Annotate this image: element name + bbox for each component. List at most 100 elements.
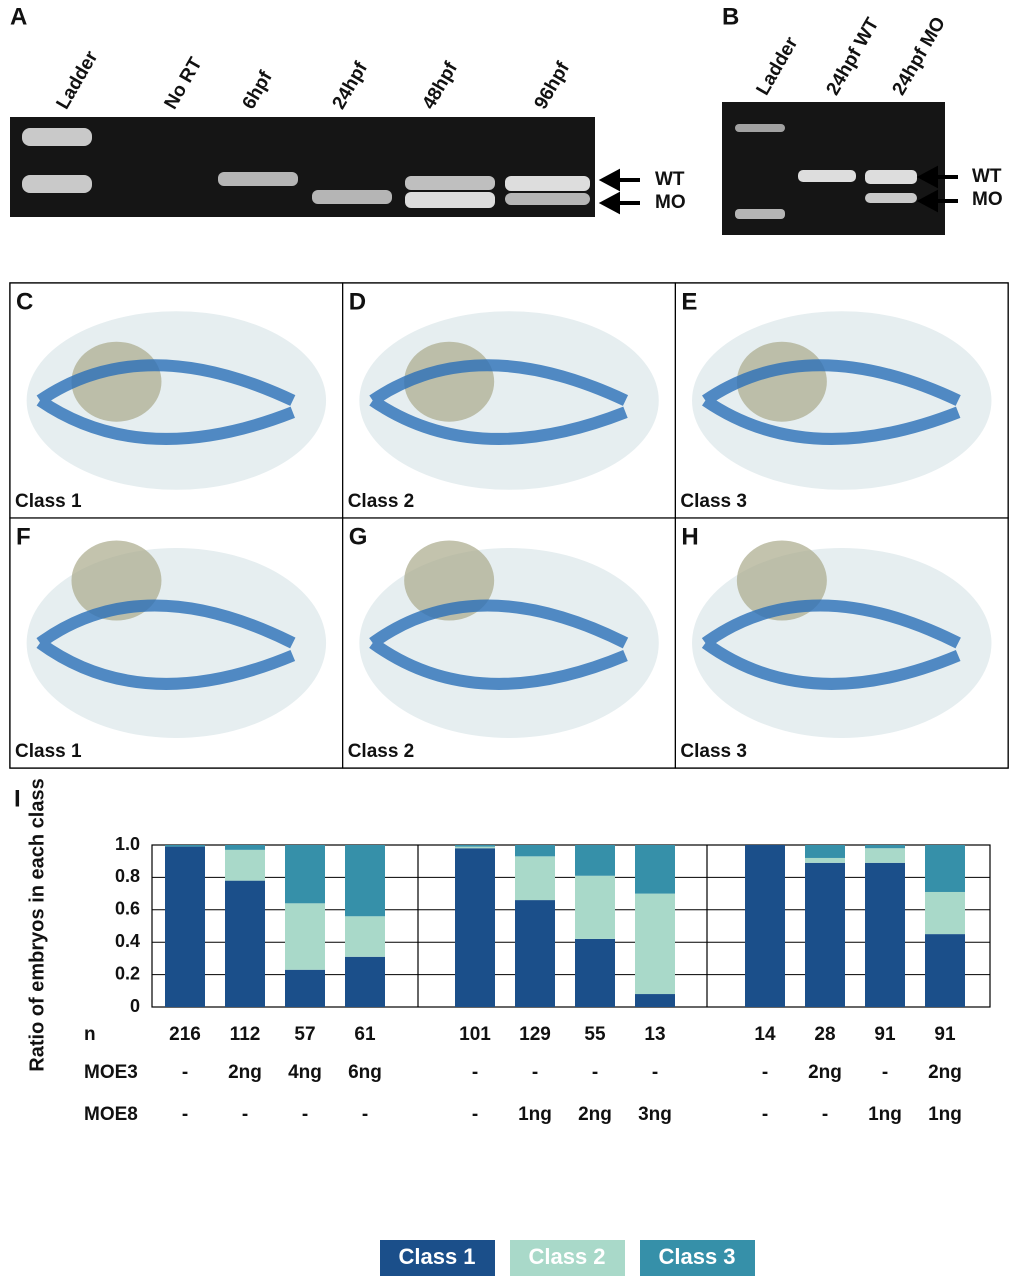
row-value: - [652, 1062, 658, 1083]
lane-label: No RT [160, 54, 206, 113]
row-value: - [532, 1062, 538, 1083]
gel-a [10, 117, 595, 217]
bar-segment [925, 891, 965, 935]
bar-segment [865, 845, 905, 849]
bar-segment [455, 848, 495, 1007]
bar-segment [575, 875, 615, 939]
bar-segment [805, 845, 845, 858]
y-tick-label: 0 [130, 996, 140, 1016]
class-label: Class 3 [680, 741, 747, 762]
row-value: 2ng [808, 1062, 842, 1083]
bar-segment [745, 845, 785, 1007]
row-value: - [472, 1062, 478, 1083]
bar-segment [225, 849, 265, 881]
row-value: - [182, 1062, 188, 1083]
bar-segment [225, 880, 265, 1007]
gel-a-bands [22, 128, 590, 208]
row-value: - [882, 1062, 888, 1083]
arrows [598, 165, 958, 215]
image-panels: C Class 1 D Class 2 E Class 3 F Class 1 G Class 2… [9, 282, 1009, 769]
row-value: 91 [874, 1024, 896, 1045]
row-value: 3ng [638, 1104, 672, 1125]
row-value: 6ng [348, 1062, 382, 1083]
panel-letter: C [16, 288, 33, 315]
bar-segment [345, 845, 385, 917]
row-value: - [302, 1104, 308, 1125]
bar-segment [165, 845, 205, 847]
row-value: - [242, 1104, 248, 1125]
panel-letter: E [681, 288, 697, 315]
panel-letter: A [10, 3, 27, 30]
bar-segment [285, 969, 325, 1007]
row-value: 2ng [928, 1062, 962, 1083]
row-value: 28 [814, 1024, 835, 1045]
panel-letter: I [14, 785, 21, 812]
row-value: 13 [644, 1024, 665, 1045]
panel-letter: H [681, 523, 698, 550]
lane-label: 24hpf MO [888, 14, 949, 99]
row-value: 14 [754, 1024, 776, 1045]
bar-segment [865, 848, 905, 863]
arrow-label: MO [972, 189, 1003, 210]
row-value: - [822, 1104, 828, 1125]
row-value: - [762, 1062, 768, 1083]
bar-segment [805, 862, 845, 1007]
cartilage [369, 599, 629, 690]
y-tick-label: 0.8 [115, 866, 140, 886]
row-value: 2ng [578, 1104, 612, 1125]
row-value: 55 [584, 1024, 606, 1045]
panel-letter: B [722, 3, 739, 30]
bar-segment [515, 900, 555, 1007]
bar-segment [575, 845, 615, 876]
bar-segment [345, 916, 385, 957]
bar-segment [345, 956, 385, 1007]
row-value: 61 [354, 1024, 376, 1045]
legend-label: Class 1 [398, 1244, 475, 1269]
legend-swatch [510, 1240, 625, 1276]
panel-letter: D [349, 288, 366, 315]
bar-segment [865, 862, 905, 1007]
row-value: - [472, 1104, 478, 1125]
bar-segment [285, 845, 325, 904]
row-value: 57 [294, 1024, 315, 1045]
row-label: MOE8 [84, 1104, 138, 1125]
gel-b-bands [735, 124, 917, 219]
panel-letter: F [16, 523, 31, 550]
lane-label: Ladder [752, 33, 802, 99]
arrow-label: WT [655, 169, 685, 190]
row-value: 129 [519, 1024, 551, 1045]
row-value: 1ng [868, 1104, 902, 1125]
lane-label: 24hpf WT [822, 14, 883, 99]
arrow-label: MO [655, 192, 686, 213]
arrow-label: WT [972, 166, 1002, 187]
y-tick-label: 0.4 [115, 931, 140, 951]
row-label: MOE3 [84, 1062, 138, 1083]
row-value: 1ng [518, 1104, 552, 1125]
class-label: Class 1 [15, 491, 82, 512]
bar-segment [925, 934, 965, 1007]
cartilage [369, 359, 629, 445]
bar-segment [455, 846, 495, 849]
cartilage [36, 599, 296, 690]
bar-segment [515, 845, 555, 857]
bar-segment [635, 994, 675, 1007]
bar-segment [515, 856, 555, 901]
cartilage [702, 359, 961, 445]
row-value: 4ng [288, 1062, 322, 1083]
y-axis-label: Ratio of embryos in each class [26, 778, 48, 1071]
class-label: Class 3 [680, 491, 747, 512]
row-value: 112 [230, 1024, 261, 1045]
bar-segment [635, 893, 675, 995]
bar-segment [455, 845, 495, 847]
row-value: 2ng [228, 1062, 262, 1083]
group-separators [417, 845, 708, 1007]
bar-segment [635, 845, 675, 894]
row-value: - [762, 1104, 768, 1125]
row-value: 216 [169, 1024, 201, 1045]
y-tick-label: 0.6 [115, 899, 140, 919]
lane-label: 24hpf [328, 58, 372, 113]
class-label: Class 1 [15, 741, 82, 762]
row-value: - [182, 1104, 188, 1125]
row-value: 101 [459, 1024, 491, 1045]
